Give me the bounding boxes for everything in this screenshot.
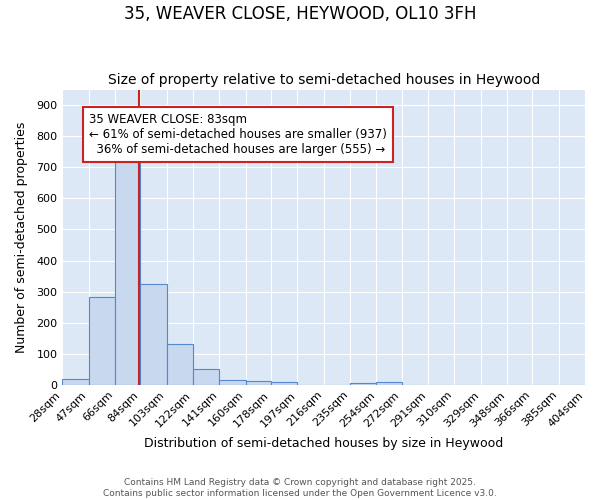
Bar <box>376 382 401 385</box>
Text: Contains HM Land Registry data © Crown copyright and database right 2025.
Contai: Contains HM Land Registry data © Crown c… <box>103 478 497 498</box>
Bar <box>89 297 115 385</box>
X-axis label: Distribution of semi-detached houses by size in Heywood: Distribution of semi-detached houses by … <box>144 437 503 450</box>
Bar <box>62 379 89 385</box>
Text: 35 WEAVER CLOSE: 83sqm
← 61% of semi-detached houses are smaller (937)
  36% of : 35 WEAVER CLOSE: 83sqm ← 61% of semi-det… <box>89 113 386 156</box>
Bar <box>246 381 271 385</box>
Bar <box>193 368 220 385</box>
Bar <box>220 380 246 385</box>
Bar <box>271 382 297 385</box>
Text: 35, WEAVER CLOSE, HEYWOOD, OL10 3FH: 35, WEAVER CLOSE, HEYWOOD, OL10 3FH <box>124 5 476 23</box>
Y-axis label: Number of semi-detached properties: Number of semi-detached properties <box>15 122 28 353</box>
Title: Size of property relative to semi-detached houses in Heywood: Size of property relative to semi-detach… <box>107 73 540 87</box>
Bar <box>350 384 376 385</box>
Bar <box>140 284 167 385</box>
Bar <box>167 344 193 385</box>
Bar <box>115 162 140 385</box>
